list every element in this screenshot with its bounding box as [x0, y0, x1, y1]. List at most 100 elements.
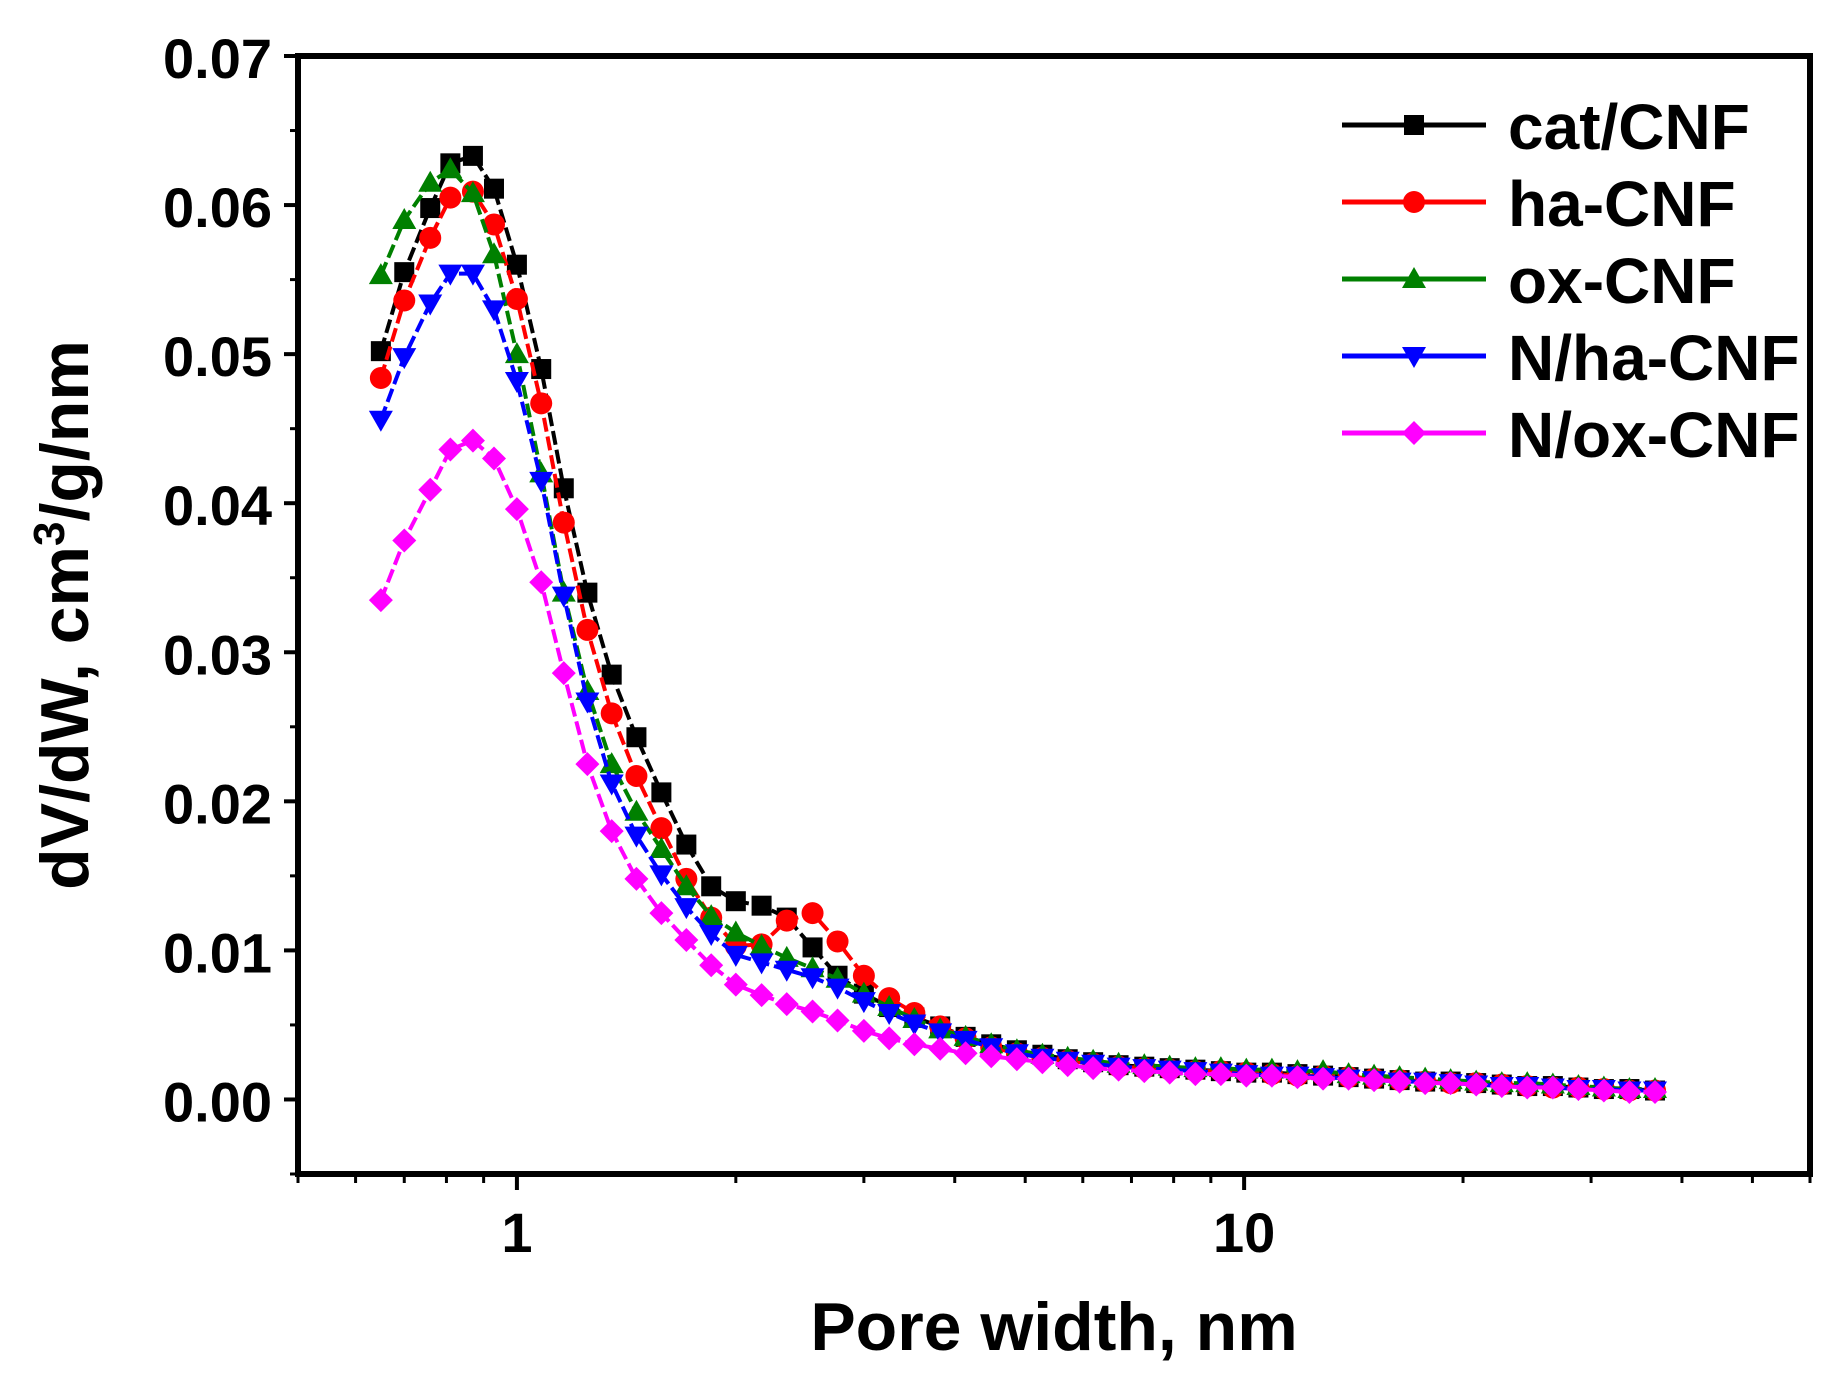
legend-item: ha-CNF: [1342, 168, 1736, 240]
data-point: [800, 999, 825, 1024]
data-point: [599, 819, 624, 844]
data-point: [481, 300, 506, 322]
data-point: [576, 618, 599, 641]
x-tick-label: 10: [1213, 1201, 1275, 1264]
data-point: [674, 874, 699, 896]
series-line: [378, 189, 1656, 1093]
legend-label: cat/CNF: [1508, 91, 1750, 163]
data-point: [438, 157, 463, 179]
data-point: [551, 661, 576, 686]
series-line: [379, 167, 1656, 1092]
y-tick-label: 0.04: [163, 474, 272, 537]
y-axis-title-sup: 3: [25, 522, 74, 546]
legend-marker: [1404, 115, 1424, 135]
data-point: [1566, 1077, 1591, 1102]
series-line: [378, 153, 1656, 1093]
data-point: [928, 1023, 953, 1045]
y-tick-label: 0.07: [163, 27, 272, 90]
data-point: [1387, 1069, 1412, 1094]
data-point: [877, 1026, 902, 1051]
legend-item: N/ha-CNF: [1342, 322, 1800, 394]
x-axis-title: Pore width, nm: [810, 1289, 1297, 1365]
data-point: [599, 774, 624, 796]
series-line: [378, 271, 1656, 1093]
data-point: [462, 145, 483, 166]
legend-label: ha-CNF: [1508, 168, 1736, 240]
data-point: [418, 170, 443, 192]
data-point: [749, 953, 774, 975]
legend-label: N/ha-CNF: [1508, 322, 1800, 394]
data-point: [723, 945, 748, 967]
data-point: [1183, 1062, 1208, 1087]
series-layer: [368, 145, 1668, 1105]
y-tick-label: 0.03: [163, 623, 272, 686]
data-point: [418, 294, 443, 316]
data-point: [601, 664, 622, 685]
data-point: [552, 511, 575, 534]
data-point: [774, 960, 799, 982]
data-point: [1617, 1080, 1642, 1105]
data-point: [529, 570, 554, 595]
data-point: [504, 371, 529, 393]
data-point: [624, 866, 649, 891]
legend-item: N/ox-CNF: [1342, 399, 1800, 471]
series-cat-cnf: [370, 145, 1666, 1101]
series-ha-cnf: [369, 180, 1667, 1102]
data-point: [649, 901, 674, 926]
data-point: [1540, 1075, 1565, 1100]
data-point: [802, 937, 823, 958]
data-point: [751, 895, 772, 916]
data-point: [1132, 1059, 1157, 1084]
data-point: [1464, 1072, 1489, 1097]
data-point: [482, 213, 505, 236]
data-point: [1438, 1071, 1463, 1096]
data-point: [1106, 1057, 1131, 1082]
plot-frame: [295, 53, 1813, 1177]
y-axis: 0.00 0.01 0.02 0.03 0.04 0.05 0.06 0.07: [163, 27, 298, 1176]
data-point: [392, 348, 417, 370]
legend-marker: [1402, 421, 1426, 445]
data-point: [418, 477, 443, 502]
data-point: [624, 799, 649, 821]
data-point: [599, 752, 624, 774]
legend-marker: [1403, 191, 1425, 213]
data-point: [1515, 1075, 1540, 1100]
data-point: [1055, 1053, 1080, 1078]
data-point: [438, 437, 463, 462]
data-point: [575, 752, 600, 777]
data-point: [801, 902, 824, 925]
data-point: [438, 264, 463, 286]
series-line: [378, 438, 1656, 1095]
data-point: [1081, 1056, 1106, 1081]
data-point: [577, 582, 598, 603]
data-point: [674, 927, 699, 952]
y-tick-label: 0.05: [163, 325, 272, 388]
data-point: [699, 953, 724, 978]
data-point: [551, 586, 576, 608]
data-point: [460, 428, 485, 453]
data-point: [774, 992, 799, 1017]
data-point: [1489, 1074, 1514, 1099]
data-point: [624, 826, 649, 848]
y-tick-label: 0.01: [163, 921, 272, 984]
data-point: [699, 904, 724, 926]
y-axis-title: dV/dW, cm3/g/nm: [25, 340, 103, 890]
data-point: [626, 727, 647, 748]
data-point: [481, 446, 506, 471]
legend-marker: [1402, 267, 1426, 288]
data-point: [749, 933, 774, 955]
data-point: [825, 978, 850, 1000]
data-point: [529, 471, 554, 493]
data-point: [1311, 1066, 1336, 1091]
data-point: [504, 497, 529, 522]
data-point: [505, 287, 528, 310]
data-point: [1157, 1060, 1182, 1085]
y-tick-label: 0.02: [163, 772, 272, 835]
y-tick-label: 0.06: [163, 176, 272, 239]
data-point: [723, 972, 748, 997]
data-point: [775, 909, 798, 932]
data-point: [369, 366, 392, 389]
data-point: [701, 876, 722, 897]
y-tick-label: 0.00: [163, 1070, 272, 1133]
data-point: [649, 837, 674, 859]
